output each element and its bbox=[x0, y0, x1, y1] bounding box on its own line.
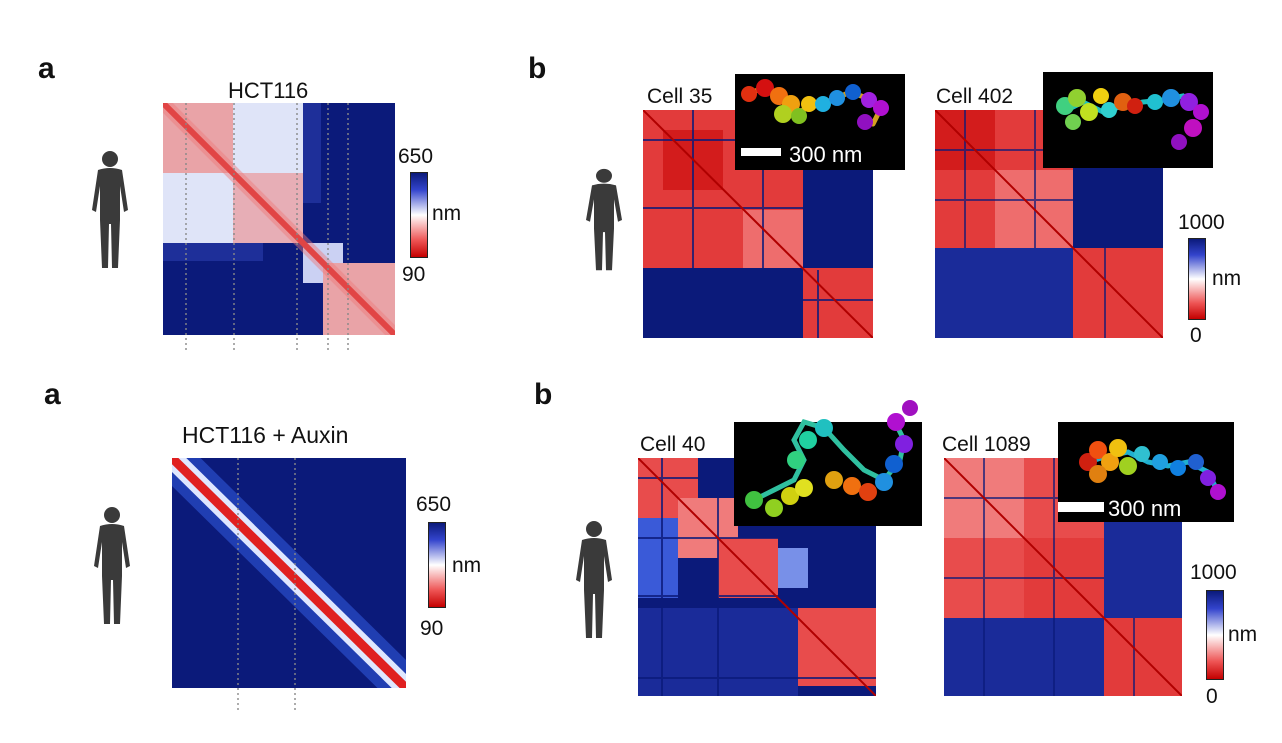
human-silhouette-icon bbox=[84, 150, 136, 275]
cell-label-35: Cell 35 bbox=[645, 85, 715, 108]
human-silhouette-icon bbox=[86, 506, 138, 631]
colorbar-unit-label: nm bbox=[1228, 623, 1258, 646]
domain-guides-bottom bbox=[237, 458, 296, 712]
scale-bar-label: 300 nm bbox=[1108, 496, 1182, 521]
colorbar-min-label: 0 bbox=[1206, 685, 1218, 708]
colorbar-max-label: 650 bbox=[398, 145, 434, 168]
colorbar-min-label: 90 bbox=[420, 617, 444, 640]
human-silhouette-icon bbox=[568, 520, 620, 645]
domain-guides-top bbox=[185, 103, 349, 353]
human-silhouette-icon bbox=[578, 168, 630, 277]
panel-letter-b-bottom: b bbox=[534, 378, 553, 411]
chromatin-structure-inset-cell-35: 300 nm bbox=[735, 74, 905, 170]
panel-letter-b-top: b bbox=[528, 52, 547, 85]
colorbar-min-label: 0 bbox=[1190, 324, 1202, 347]
panel-letter-a-bottom: a bbox=[44, 378, 61, 411]
colorbar-unit-label: nm bbox=[432, 202, 462, 225]
colorbar-unit-label: nm bbox=[452, 554, 482, 577]
colorbar bbox=[410, 172, 428, 258]
chromatin-structure-inset-cell-40 bbox=[734, 400, 922, 526]
colorbar-unit-label: nm bbox=[1212, 267, 1242, 290]
colorbar-min-label: 90 bbox=[402, 263, 426, 286]
chromatin-structure-inset-cell-1089: 300 nm bbox=[1058, 422, 1234, 522]
colorbar bbox=[1206, 590, 1224, 680]
heatmap-title-hct116-auxin: HCT116 + Auxin bbox=[182, 422, 349, 448]
colorbar bbox=[428, 522, 446, 608]
heatmap-title-hct116: HCT116 bbox=[228, 78, 309, 103]
scale-bar-label: 300 nm bbox=[789, 142, 863, 167]
colorbar bbox=[1188, 238, 1206, 320]
cell-label-40: Cell 40 bbox=[638, 433, 708, 456]
panel-letter-a-top: a bbox=[38, 52, 55, 85]
heatmap-hct116-auxin bbox=[172, 458, 406, 688]
chromatin-structure-inset-cell-402 bbox=[1043, 72, 1213, 168]
cell-label-402: Cell 402 bbox=[934, 85, 1016, 108]
colorbar-max-label: 1000 bbox=[1178, 211, 1225, 234]
colorbar-max-label: 1000 bbox=[1190, 561, 1237, 584]
colorbar-max-label: 650 bbox=[416, 493, 452, 516]
cell-label-1089: Cell 1089 bbox=[940, 433, 1033, 456]
